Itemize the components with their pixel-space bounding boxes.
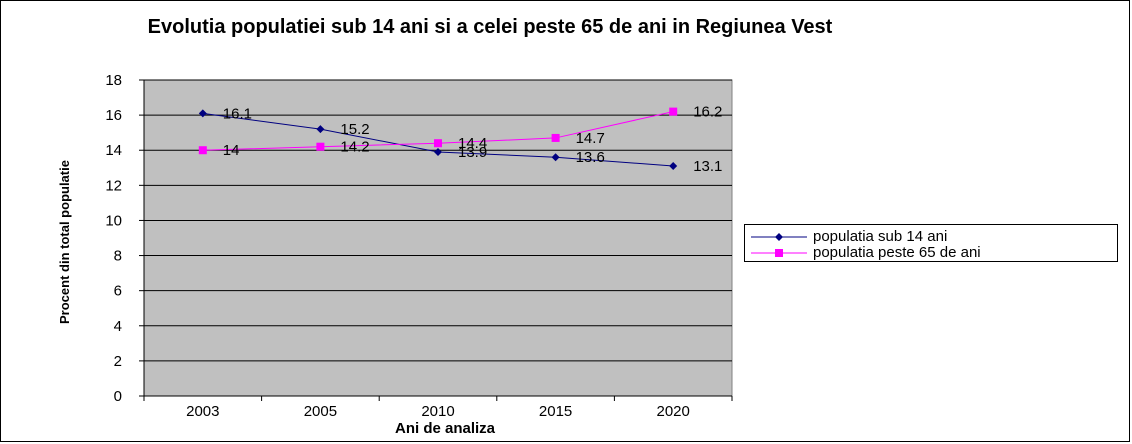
data-label-series-1: 13.1 bbox=[693, 158, 722, 175]
data-point-series-1 bbox=[551, 153, 560, 162]
data-label-series-1: 13.6 bbox=[576, 149, 605, 166]
plot-area bbox=[143, 79, 733, 397]
y-tick-label: 18 bbox=[105, 72, 122, 89]
chart-title: Evolutia populatiei sub 14 ani si a cele… bbox=[147, 16, 833, 38]
y-tick-label: 6 bbox=[114, 283, 122, 300]
data-point-series-2 bbox=[316, 142, 325, 151]
data-label-series-2: 14.4 bbox=[458, 135, 487, 152]
data-point-series-2 bbox=[198, 146, 207, 155]
data-label-series-2: 14 bbox=[223, 142, 240, 159]
data-point-series-2 bbox=[669, 107, 678, 116]
data-point-series-1 bbox=[198, 109, 207, 118]
y-tick-label: 2 bbox=[114, 353, 122, 370]
y-tick-label: 0 bbox=[114, 388, 122, 405]
data-point-series-1 bbox=[669, 162, 678, 171]
data-label-series-2: 16.2 bbox=[693, 104, 722, 121]
data-label-series-1: 16.1 bbox=[223, 105, 252, 122]
data-label-series-2: 14.2 bbox=[340, 139, 369, 156]
y-axis-label: Procent din total populatie bbox=[57, 160, 72, 324]
x-tick-label: 2003 bbox=[186, 403, 219, 420]
legend-label-series-1: populatia sub 14 ani bbox=[813, 228, 948, 245]
data-label-series-1: 15.2 bbox=[340, 121, 369, 138]
x-tick-label: 2015 bbox=[539, 403, 572, 420]
y-tick-label: 12 bbox=[105, 177, 122, 194]
legend-swatch-square-icon bbox=[751, 249, 807, 257]
legend-label-series-2: populatia peste 65 de ani bbox=[813, 244, 981, 261]
x-tick-label: 2005 bbox=[304, 403, 337, 420]
x-tick-label: 2010 bbox=[421, 403, 454, 420]
y-tick-label: 8 bbox=[114, 248, 122, 265]
x-axis-label: Ani de analiza bbox=[394, 420, 496, 437]
data-point-series-1 bbox=[434, 147, 442, 156]
y-tick-label: 16 bbox=[105, 107, 122, 124]
y-tick-label: 4 bbox=[114, 318, 122, 335]
data-label-series-2: 14.7 bbox=[576, 130, 605, 147]
data-point-series-2 bbox=[434, 139, 442, 148]
y-tick-label: 14 bbox=[105, 142, 122, 159]
data-point-series-2 bbox=[551, 133, 560, 142]
legend: populatia sub 14 ani populatia peste 65 … bbox=[744, 224, 1118, 262]
y-tick-label: 10 bbox=[105, 212, 122, 229]
data-label-series-1: 13.9 bbox=[458, 144, 487, 161]
data-point-series-1 bbox=[316, 125, 325, 134]
x-tick-label: 2020 bbox=[657, 403, 690, 420]
legend-swatch-diamond-icon bbox=[751, 233, 807, 241]
